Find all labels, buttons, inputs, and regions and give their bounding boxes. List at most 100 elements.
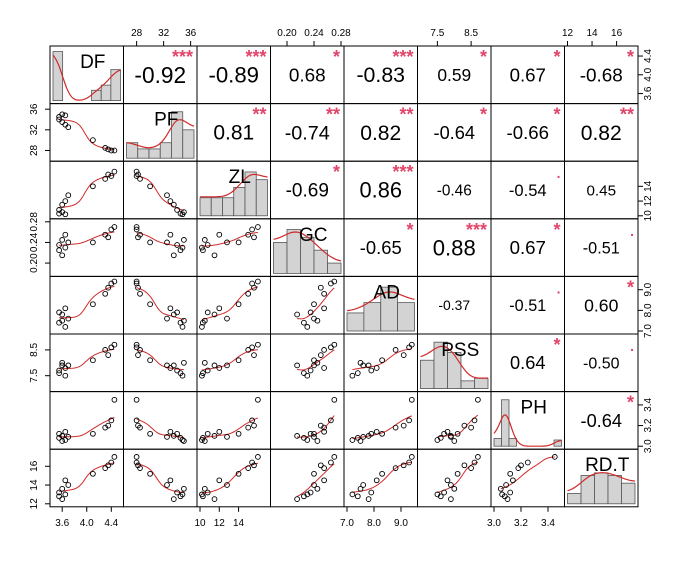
fit-line-pss-zl	[201, 349, 258, 371]
point-ph-pf	[170, 433, 177, 439]
corr-stars-pss-ph: *	[553, 335, 560, 355]
density-curve-gc	[273, 231, 342, 262]
point-zl-pf	[135, 171, 141, 178]
hist-bar-ad	[363, 302, 382, 332]
corr-stars-pf-pss: *	[480, 105, 487, 125]
diag-label-rdt: RD.T	[585, 455, 630, 476]
corr-value-pf-ad: 0.82	[360, 122, 401, 145]
x-tick-label-pf: 32	[158, 28, 170, 39]
point-gc-pf	[167, 231, 174, 238]
point-ad-gc	[311, 315, 317, 322]
point-ph-gc	[304, 437, 311, 443]
point-ph-pf	[133, 417, 140, 424]
point-ph-zl	[224, 434, 230, 440]
hist-bar-zl	[210, 197, 223, 217]
x-tick-label-rdt: 16	[611, 28, 623, 39]
x-tick-label-gc: 0.28	[331, 28, 351, 39]
corr-value-ad-ph: -0.51	[509, 297, 546, 315]
point-ph-pss	[471, 417, 478, 424]
hist-bar-rdt	[594, 472, 609, 505]
point-pss-ad	[360, 362, 367, 369]
point-ph-pss	[448, 434, 454, 440]
fit-line-ad-zl	[201, 286, 259, 321]
point-pss-zl	[216, 365, 223, 371]
hist-bar-ad	[346, 312, 365, 332]
corr-stars-ad-rdt: *	[627, 277, 634, 297]
point-gc-zl	[249, 226, 255, 233]
point-rdt-pss	[475, 454, 481, 460]
corr-stars-df-ph: *	[553, 47, 560, 67]
point-rdt-pf	[181, 485, 187, 492]
point-pss-zl	[211, 362, 218, 369]
point-rdt-df	[62, 491, 69, 498]
point-pss-pf	[147, 357, 153, 364]
point-ph-ad	[400, 422, 407, 429]
point-pss-pf	[179, 372, 186, 379]
x-tick-label-ph: 3.0	[487, 518, 501, 529]
point-rdt-pss	[448, 496, 454, 502]
point-ad-df	[59, 311, 66, 318]
point-gc-pf	[135, 234, 141, 241]
point-rdt-ad	[379, 470, 385, 477]
point-zl-pf	[147, 183, 153, 190]
point-ph-gc	[311, 430, 317, 437]
point-gc-df	[111, 224, 118, 230]
point-gc-df	[62, 231, 69, 238]
point-pss-ad	[373, 365, 380, 371]
hist-bar-zl	[199, 197, 212, 217]
x-tick-label-zl: 14	[233, 518, 245, 529]
hist-bar-ph	[508, 438, 517, 447]
x-tick-label-df: 4.0	[80, 518, 94, 529]
corr-stars-gc-pss: ***	[466, 220, 487, 240]
point-rdt-gc	[321, 465, 327, 471]
density-curve-pf	[126, 119, 195, 149]
point-ph-pf	[133, 396, 140, 403]
diag-label-gc: GC	[299, 225, 328, 246]
point-zl-pf	[170, 201, 177, 208]
point-ph-zl	[216, 428, 223, 435]
point-ad-gc	[294, 311, 300, 318]
point-rdt-pf	[179, 491, 186, 498]
point-pss-pf	[181, 359, 187, 366]
y-tick-label-df: 3.6	[643, 86, 654, 100]
corr-value-pf-pss: -0.64	[434, 123, 475, 143]
corr-value-df-pf: -0.92	[134, 62, 186, 88]
point-rdt-ph	[499, 491, 505, 498]
hist-bar-zl	[233, 187, 246, 217]
corr-value-pss-ph: 0.64	[510, 353, 545, 373]
point-pss-pf	[133, 344, 140, 351]
point-ph-ad	[373, 428, 380, 435]
corr-value-zl-pss: -0.46	[437, 182, 472, 199]
point-pf-df	[111, 147, 118, 154]
point-gc-zl	[224, 239, 230, 246]
point-zl-pf	[179, 211, 186, 218]
fit-line-ph-pf	[136, 418, 184, 439]
point-ph-df	[59, 438, 66, 444]
point-rdt-ph	[503, 482, 509, 488]
corr-value-ph-rdt: -0.64	[581, 411, 622, 431]
point-gc-zl	[200, 247, 206, 254]
point-pf-df	[59, 119, 66, 125]
hist-bar-rdt	[567, 493, 582, 505]
point-ad-pf	[133, 278, 140, 285]
point-ph-gc	[331, 396, 338, 403]
x-tick-label-ad: 8.0	[367, 518, 381, 529]
corr-stars-pf-gc: **	[326, 105, 340, 125]
hist-bar-rdt	[580, 475, 595, 505]
point-rdt-df	[62, 477, 69, 484]
corr-value-zl-gc: -0.69	[286, 181, 329, 202]
point-ad-zl	[216, 305, 223, 312]
diag-label-pss: PSS	[441, 340, 479, 361]
point-ph-ad	[379, 430, 385, 437]
point-rdt-df	[105, 462, 112, 469]
point-pss-df	[111, 341, 118, 348]
point-rdt-ad	[357, 485, 364, 492]
y-tick-label-pf: 32	[29, 124, 40, 136]
diag-label-ad: AD	[374, 282, 400, 303]
point-rdt-df	[111, 454, 118, 460]
corr-value-gc-ph: 0.67	[510, 237, 546, 258]
point-zl-df	[102, 176, 109, 182]
corr-stars-df-pf: ***	[172, 47, 193, 67]
point-ph-zl	[255, 396, 261, 403]
point-rdt-pss	[444, 477, 451, 484]
